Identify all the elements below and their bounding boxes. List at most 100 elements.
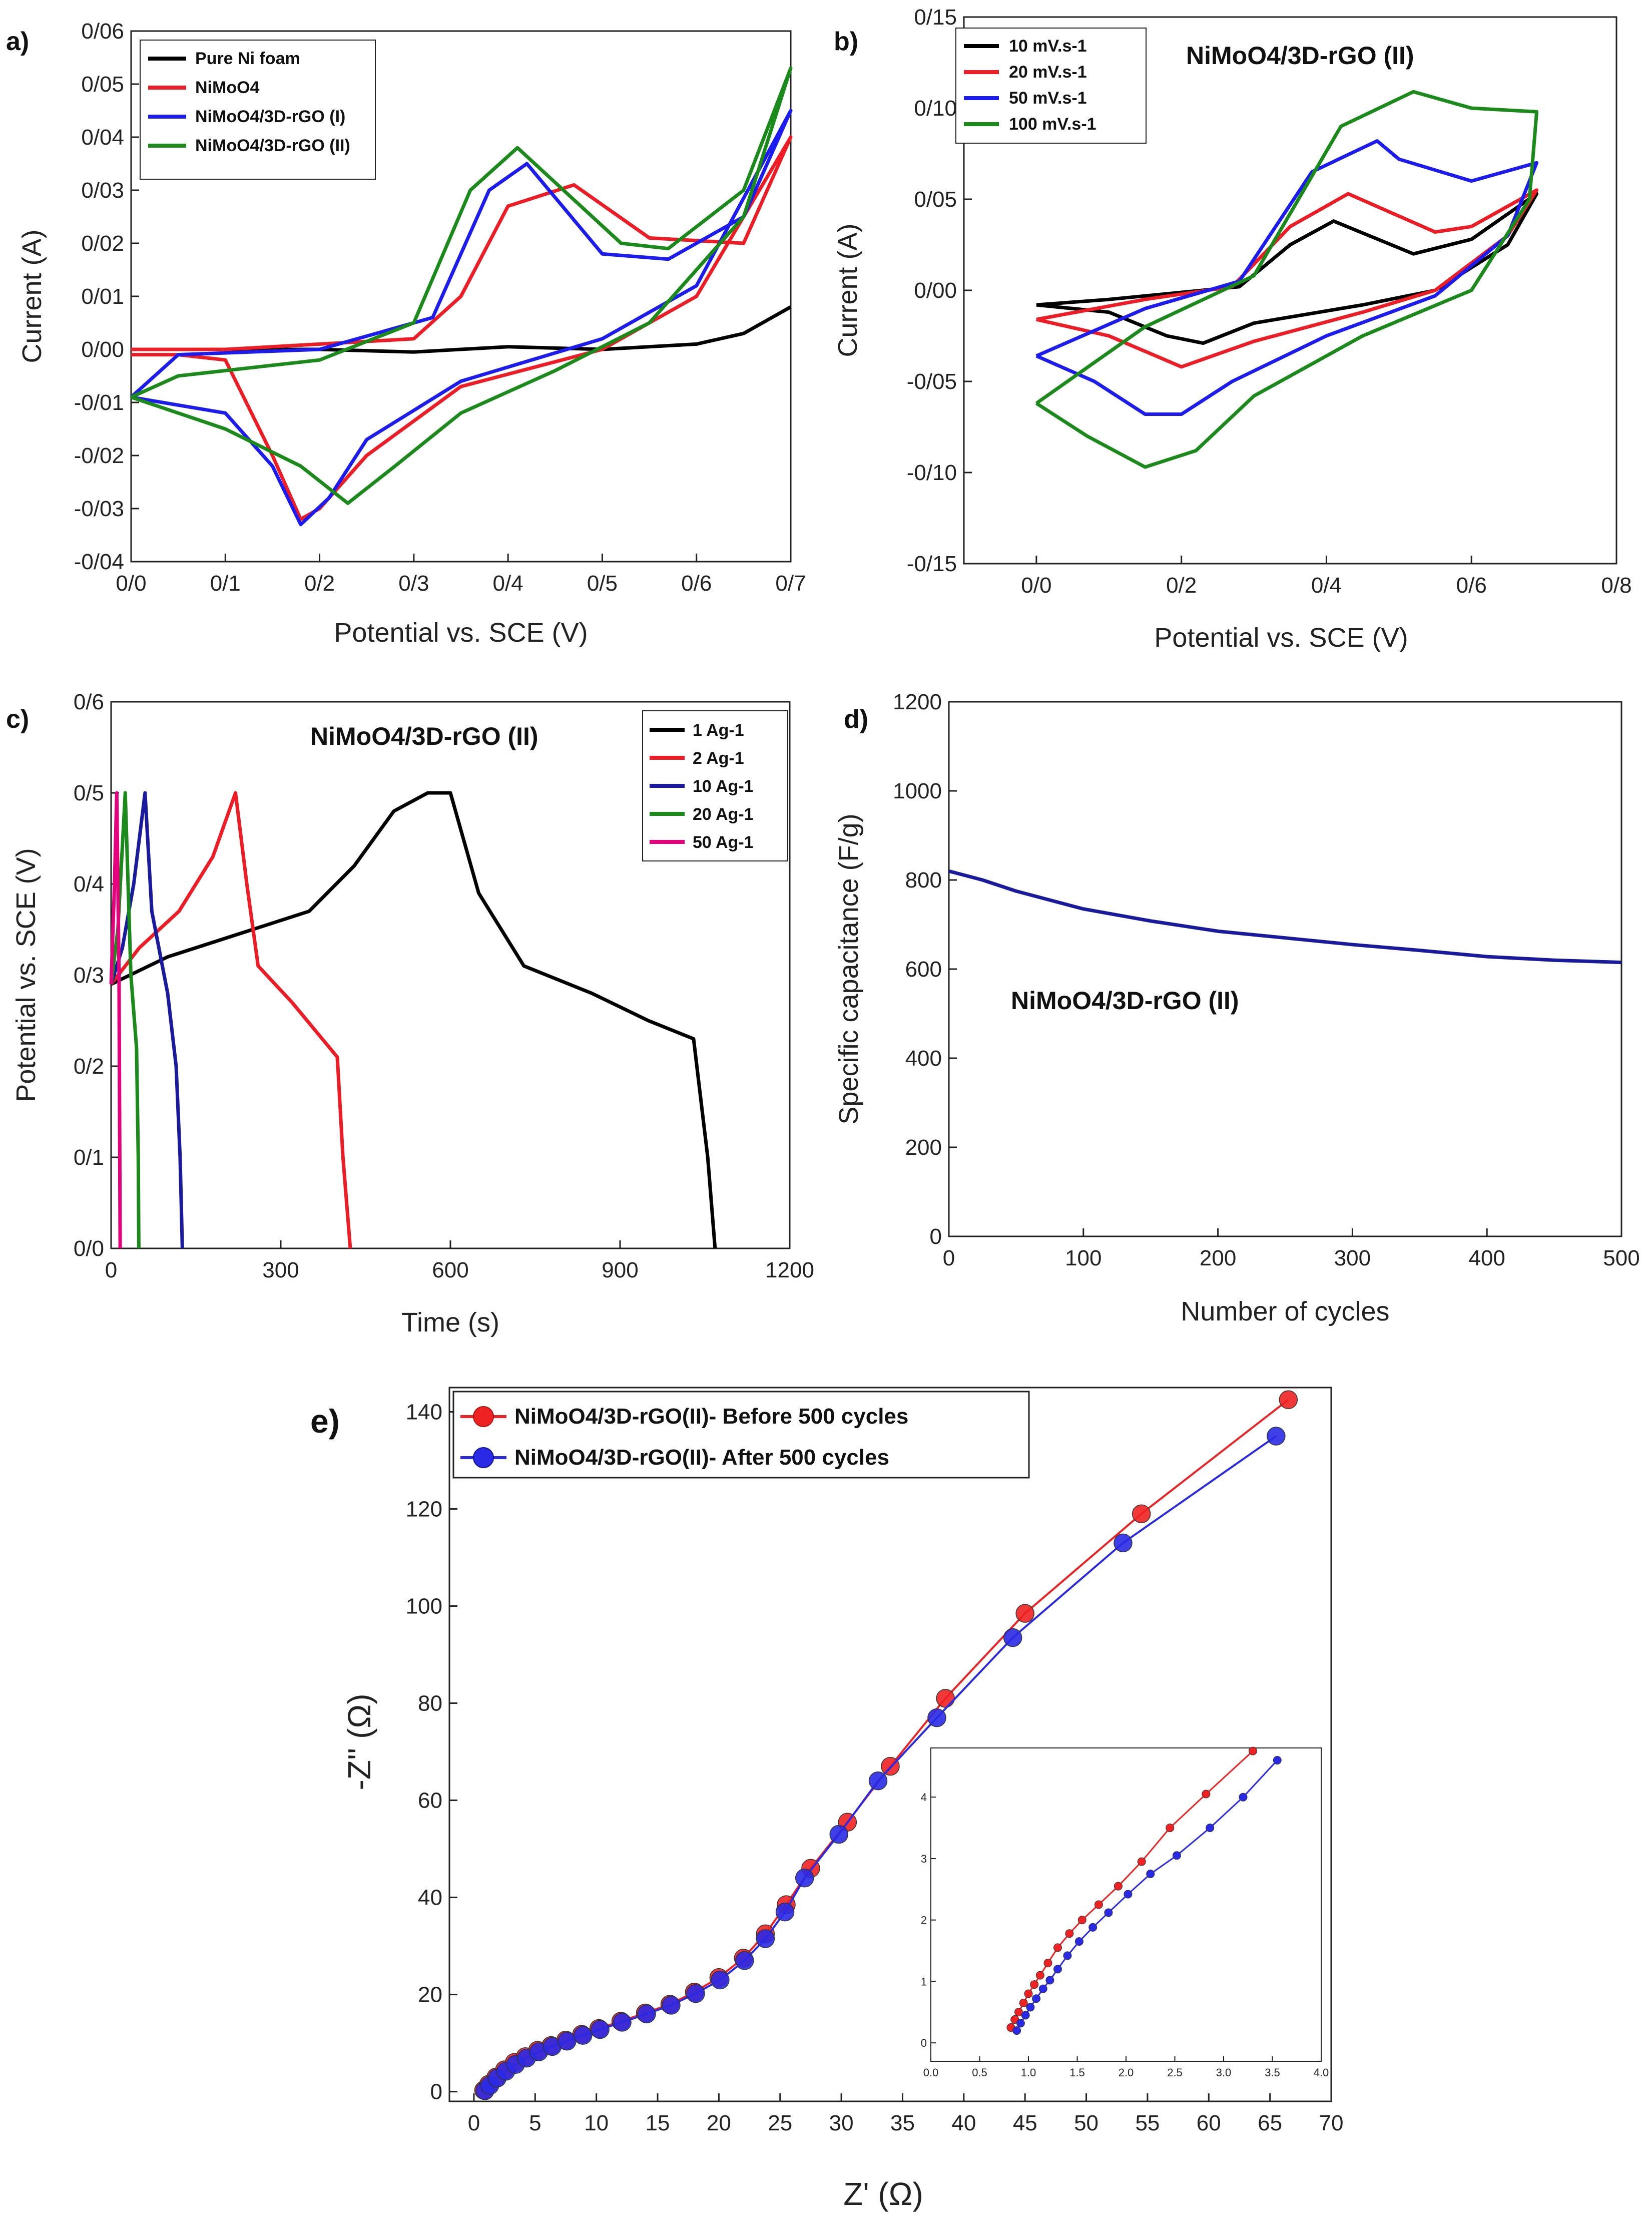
x-tick-label: 0/2 [304, 571, 335, 596]
x-tick-label: 30 [829, 2111, 854, 2135]
data-point [756, 1929, 775, 1948]
inset-data-point [1249, 1746, 1257, 1755]
y-tick-label: 0/4 [74, 872, 104, 897]
panel-e-tag: e) [310, 1403, 340, 1440]
series-line [130, 109, 793, 527]
y-tick-label: -0/05 [907, 369, 957, 394]
data-point [1015, 1604, 1034, 1623]
inset-data-point [1166, 1824, 1175, 1833]
data-point [795, 1869, 814, 1888]
legend-label-rgo-i: NiMoO4/3D-rGO (I) [195, 107, 345, 126]
data-point [1003, 1628, 1022, 1647]
y-tick-label: 60 [418, 1789, 442, 1813]
legend-marker-before [473, 1406, 494, 1427]
panel-e-inset-series [1006, 1746, 1282, 2035]
data-point [1114, 1533, 1133, 1553]
legend-label-10mv: 10 mV.s-1 [1009, 37, 1087, 56]
inset-data-point [1030, 1980, 1039, 1989]
inset-x-tick-label: 0.5 [972, 2066, 987, 2079]
panel-a-series [130, 66, 793, 527]
data-point [868, 1771, 888, 1791]
x-tick-label: 65 [1258, 2111, 1282, 2135]
y-tick-label: 20 [418, 1983, 442, 2007]
x-tick-label: 40 [951, 2111, 976, 2135]
y-tick-label: 0/10 [914, 96, 957, 121]
data-point [775, 1902, 795, 1922]
legend-label-nimoo4: NiMoO4 [195, 78, 260, 97]
y-tick-label: 80 [418, 1691, 442, 1716]
y-tick-label: -0/15 [907, 552, 957, 576]
legend-label-100mv: 100 mV.s-1 [1009, 115, 1096, 134]
data-point [936, 1689, 955, 1708]
panel-a-legend: Pure Ni foam NiMoO4 NiMoO4/3D-rGO (I) Ni… [140, 40, 376, 180]
data-point [1279, 1390, 1298, 1409]
data-point [686, 1984, 705, 2003]
series-line [1036, 192, 1539, 345]
y-tick-label: 0/3 [74, 963, 104, 988]
inset-data-point [1043, 1959, 1052, 1968]
y-tick-label: 140 [406, 1400, 442, 1425]
legend-label-50mv: 50 mV.s-1 [1009, 89, 1087, 108]
y-tick-label: 0/05 [81, 72, 124, 97]
x-tick-label: 0/3 [398, 571, 429, 596]
panel-c-tag: c) [6, 705, 29, 734]
y-tick-label: 120 [406, 1497, 442, 1522]
inset-data-point [1104, 1908, 1113, 1917]
x-tick-label: 55 [1135, 2111, 1160, 2135]
panel-e-inset-x-ticks: 0.0 0.5 1.0 1.5 2.0 2.5 3.0 3.5 4.0 [923, 2056, 1329, 2079]
data-point [1132, 1504, 1151, 1523]
inset-data-point [1021, 2011, 1030, 2020]
inset-x-tick-label: 3.0 [1216, 2066, 1232, 2079]
x-tick-label: 60 [1197, 2111, 1221, 2135]
panel-d-tag: d) [844, 705, 868, 734]
data-point [829, 1825, 848, 1844]
x-tick-label: 400 [1468, 1246, 1505, 1270]
y-tick-label: 0/02 [81, 231, 124, 256]
x-tick-label: 0/0 [1021, 573, 1051, 598]
x-tick-label: 70 [1319, 2111, 1344, 2135]
y-tick-label: 0 [430, 2080, 442, 2104]
data-point [574, 2026, 593, 2045]
panel-b-y-label: Current (A) [833, 223, 863, 357]
series-line [131, 305, 792, 354]
series-line [1035, 90, 1539, 469]
x-tick-label: 0/1 [210, 571, 241, 596]
y-tick-label: 0/0 [74, 1236, 104, 1261]
panel-e-inset: 0 1 2 3 4 0.0 0.5 1.0 1.5 2.0 2.5 3.0 3.5 4.0 [921, 1746, 1329, 2079]
panel-d-x-ticks: 0 100 200 300 400 500 [943, 1228, 1640, 1270]
panel-e-legend-box [452, 1391, 1030, 1479]
inset-y-tick-label: 3 [921, 1853, 927, 1865]
panel-d-frame [948, 701, 1622, 1237]
panel-c-title: NiMoO4/3D-rGO (II) [310, 722, 538, 750]
inset-data-point [1239, 1793, 1248, 1802]
inset-x-tick-label: 1.0 [1021, 2066, 1036, 2079]
inset-data-point [1273, 1756, 1282, 1765]
y-tick-label: -0/02 [74, 443, 124, 468]
series-line [1035, 139, 1539, 416]
data-point [735, 1951, 754, 1970]
panel-d-x-label: Number of cycles [1181, 1296, 1389, 1326]
panel-c-series [109, 791, 717, 1249]
series-line [1036, 188, 1539, 369]
x-tick-label: 20 [707, 2111, 731, 2135]
inset-x-tick-label: 1.5 [1069, 2066, 1085, 2079]
panel-e-x-ticks: 0 5 10 15 20 25 30 35 40 45 50 55 60 65 70 [468, 2093, 1344, 2135]
panel-d: d) 0 200 400 600 800 1000 1200 0 100 200 300 400 50… [834, 690, 1640, 1326]
x-tick-label: 15 [646, 2111, 670, 2135]
y-tick-label: 0/01 [81, 284, 124, 309]
x-tick-label: 0 [468, 2111, 480, 2135]
panel-b-y-ticks: -0/15 -0/10 -0/05 0/00 0/05 0/10 0/15 [907, 5, 972, 576]
inset-data-point [1202, 1790, 1211, 1799]
data-point [1267, 1427, 1286, 1446]
x-tick-label: 100 [1065, 1246, 1102, 1270]
y-tick-label: 0/6 [74, 690, 104, 714]
x-tick-label: 0/7 [775, 571, 806, 596]
x-tick-label: 0/8 [1601, 573, 1631, 598]
x-tick-label: 45 [1013, 2111, 1037, 2135]
panel-e-legend: NiMoO4/3D-rGO(II)- Before 500 cycles NiM… [452, 1391, 1030, 1479]
inset-data-point [1012, 2026, 1021, 2035]
x-tick-label: 0 [943, 1246, 955, 1270]
inset-x-tick-label: 2.0 [1119, 2066, 1134, 2079]
